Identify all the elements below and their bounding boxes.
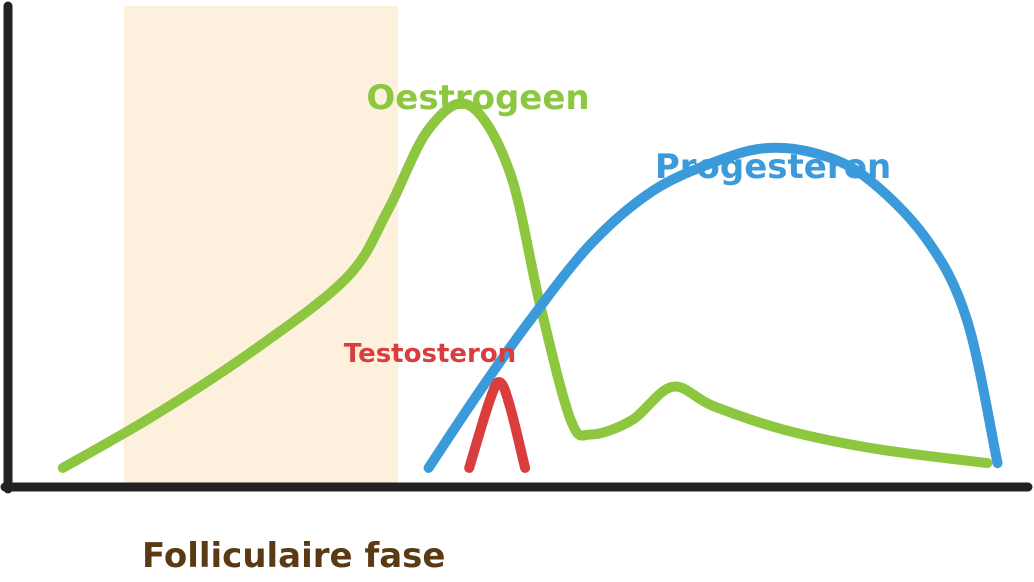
series-label-oestrogeen: Oestrogeen: [366, 78, 589, 118]
series-line-progesteron: [423, 142, 1003, 473]
series-line-oestrogeen: [57, 98, 993, 473]
series-line-testosteron: [464, 377, 531, 473]
series-label-testosteron: Testosteron: [344, 339, 516, 369]
series-label-progesteron: Progesteron: [655, 147, 891, 187]
phase-label: Folliculaire fase: [142, 536, 446, 576]
